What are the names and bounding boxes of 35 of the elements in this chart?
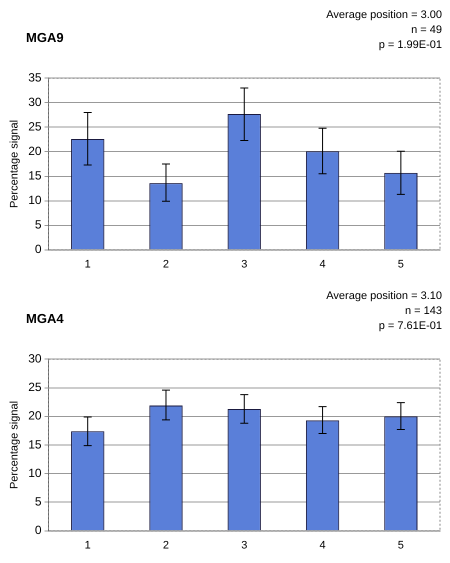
y-axis-title: Percentage signal (8, 120, 21, 208)
x-tick-label: 5 (398, 258, 404, 270)
y-tick-label: 5 (34, 218, 42, 232)
x-tick-label: 3 (241, 539, 248, 552)
y-tick-label: 10 (28, 193, 42, 208)
y-tick-label: 0 (34, 242, 42, 256)
y-tick-label: 20 (28, 144, 42, 158)
y-tick-label: 15 (28, 437, 42, 452)
y-tick-label: 35 (28, 70, 42, 85)
text: p = 7.61E-01 (378, 319, 442, 334)
text: n = 49 (410, 23, 442, 38)
text: Average position = 3.10 (326, 289, 442, 304)
x-tick-label: 4 (320, 539, 326, 552)
x-tick-label: 2 (162, 539, 170, 552)
x-tick-label: 3 (241, 258, 248, 270)
text: n = 143 (404, 304, 442, 319)
y-axis-title: Percentage signal (8, 400, 21, 490)
x-tick-label: 1 (84, 539, 91, 552)
text: Average position = 3.00 (326, 8, 442, 23)
x-tick-label: 4 (320, 258, 326, 270)
y-tick-label: 0 (34, 523, 42, 538)
y-tick-label: 15 (28, 168, 42, 183)
y-tick-label: 10 (28, 466, 42, 480)
x-tick-label: 2 (162, 258, 170, 270)
chart-title: MGA4 (26, 311, 64, 326)
text: p = 1.99E-01 (378, 38, 442, 53)
y-tick-label: 30 (28, 352, 42, 366)
x-tick-label: 5 (398, 539, 404, 552)
x-tick-label: 1 (84, 258, 91, 270)
chart-title: MGA9 (26, 30, 64, 45)
y-tick-label: 20 (28, 408, 42, 423)
y-tick-label: 30 (28, 95, 42, 110)
y-tick-label: 25 (28, 120, 42, 134)
y-tick-label: 25 (28, 380, 42, 394)
y-tick-label: 5 (34, 494, 42, 509)
